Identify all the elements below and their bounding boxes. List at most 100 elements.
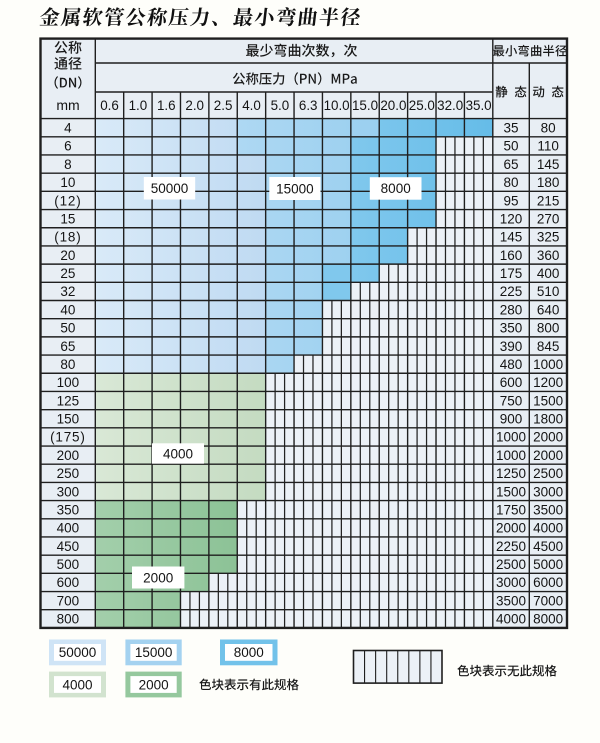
svg-text:480: 480 [500,357,523,372]
svg-text:1.6: 1.6 [157,98,176,113]
svg-text:750: 750 [500,393,523,408]
svg-text:4000: 4000 [496,612,526,627]
svg-text:350: 350 [57,503,80,518]
svg-text:4.0: 4.0 [242,98,261,113]
svg-text:15.0: 15.0 [352,98,378,113]
svg-text:(175): (175) [50,430,86,445]
svg-text:325: 325 [537,230,560,245]
svg-text:2000: 2000 [533,448,563,463]
svg-text:6.3: 6.3 [299,98,318,113]
svg-text:15: 15 [60,211,75,226]
svg-text:510: 510 [537,284,560,299]
svg-text:400: 400 [537,266,560,281]
svg-text:280: 280 [500,302,523,317]
svg-text:35: 35 [503,121,518,136]
svg-text:0.6: 0.6 [100,98,119,113]
svg-text:95: 95 [503,193,518,208]
svg-text:3000: 3000 [533,484,563,499]
svg-text:8000: 8000 [234,645,264,660]
svg-text:450: 450 [57,539,80,554]
svg-text:600: 600 [500,375,523,390]
svg-text:4: 4 [64,121,72,136]
svg-text:2500: 2500 [533,466,563,481]
svg-text:225: 225 [500,284,523,299]
svg-text:2.0: 2.0 [185,98,204,113]
svg-text:300: 300 [57,484,80,499]
svg-text:800: 800 [537,321,560,336]
svg-text:1500: 1500 [533,393,563,408]
svg-text:175: 175 [500,266,523,281]
svg-text:25.0: 25.0 [409,98,435,113]
svg-text:8000: 8000 [533,612,563,627]
svg-text:5.0: 5.0 [271,98,290,113]
svg-text:2000: 2000 [139,677,169,692]
svg-text:35.0: 35.0 [466,98,492,113]
svg-text:80: 80 [60,357,75,372]
svg-text:2000: 2000 [496,521,526,536]
svg-text:10: 10 [60,175,75,190]
svg-text:32.0: 32.0 [437,98,463,113]
svg-text:6000: 6000 [533,575,563,590]
svg-text:600: 600 [57,575,80,590]
svg-text:20: 20 [60,248,75,263]
svg-text:1.0: 1.0 [129,98,148,113]
svg-text:215: 215 [537,193,560,208]
svg-text:270: 270 [537,211,560,226]
svg-text:845: 845 [537,339,560,354]
svg-text:3500: 3500 [533,503,563,518]
svg-text:4000: 4000 [533,521,563,536]
svg-text:350: 350 [500,321,523,336]
svg-text:8000: 8000 [381,181,411,196]
svg-text:125: 125 [57,393,80,408]
svg-text:2500: 2500 [496,557,526,572]
svg-text:145: 145 [500,230,523,245]
svg-text:700: 700 [57,593,80,608]
svg-text:180: 180 [537,175,560,190]
svg-text:50: 50 [60,321,75,336]
svg-text:1750: 1750 [496,503,526,518]
svg-text:3000: 3000 [496,575,526,590]
svg-text:2000: 2000 [533,430,563,445]
svg-text:2250: 2250 [496,539,526,554]
svg-text:32: 32 [60,284,75,299]
svg-text:65: 65 [503,157,518,172]
svg-text:150: 150 [57,412,80,427]
svg-text:1250: 1250 [496,466,526,481]
svg-text:8: 8 [64,157,72,172]
svg-text:250: 250 [57,466,80,481]
svg-text:25: 25 [60,266,75,281]
svg-text:900: 900 [500,412,523,427]
svg-text:100: 100 [57,375,80,390]
svg-text:80: 80 [503,175,518,190]
svg-text:160: 160 [500,248,523,263]
svg-text:(18): (18) [54,230,81,245]
svg-text:80: 80 [541,121,556,136]
svg-text:145: 145 [537,157,560,172]
svg-text:40: 40 [60,302,75,317]
svg-text:20.0: 20.0 [380,98,406,113]
svg-text:(12): (12) [54,193,81,208]
svg-text:50000: 50000 [151,181,189,196]
svg-text:4000: 4000 [62,677,92,692]
svg-text:1000: 1000 [496,430,526,445]
svg-text:4000: 4000 [163,446,193,461]
svg-text:360: 360 [537,248,560,263]
svg-text:1200: 1200 [533,375,563,390]
svg-text:10.0: 10.0 [324,98,350,113]
svg-text:110: 110 [537,139,559,154]
svg-text:390: 390 [500,339,523,354]
svg-text:1000: 1000 [533,357,563,372]
svg-text:50: 50 [503,139,518,154]
svg-text:mm: mm [56,97,79,113]
svg-text:1500: 1500 [496,484,526,499]
svg-text:4500: 4500 [533,539,563,554]
svg-text:15000: 15000 [135,645,173,660]
svg-text:400: 400 [57,521,80,536]
svg-text:2000: 2000 [143,570,173,585]
svg-text:640: 640 [537,302,560,317]
svg-text:5000: 5000 [533,557,563,572]
svg-text:3500: 3500 [496,593,526,608]
svg-text:50000: 50000 [59,645,97,660]
svg-text:500: 500 [57,557,80,572]
svg-text:800: 800 [57,612,80,627]
